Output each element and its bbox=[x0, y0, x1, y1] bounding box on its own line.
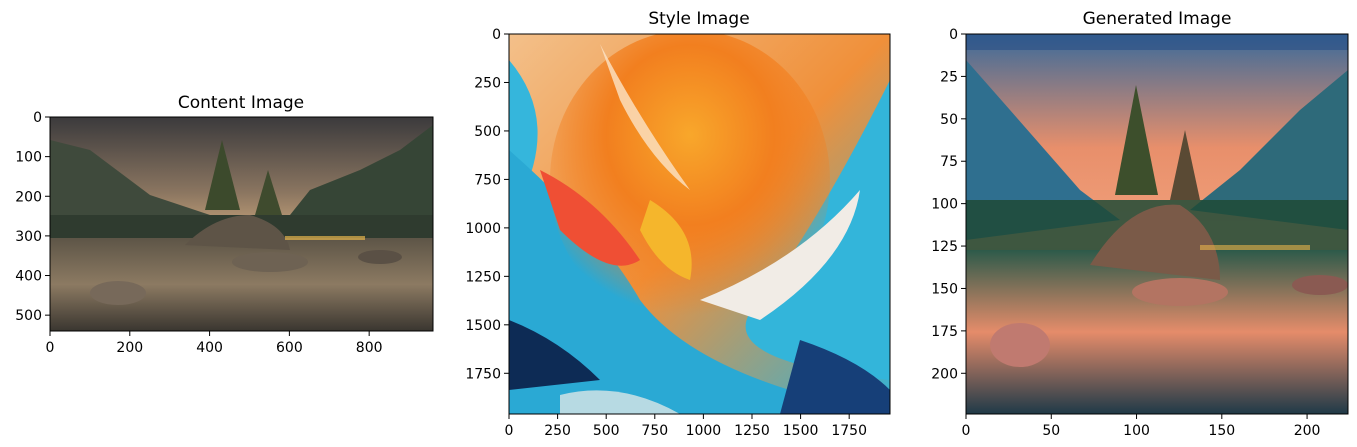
generated-image-y-tick-label: 0 bbox=[949, 27, 958, 43]
content-image-x-tick-label: 800 bbox=[356, 340, 383, 356]
generated-image-x-tick-label: 50 bbox=[1042, 423, 1060, 439]
content-image-y-tick-label: 100 bbox=[15, 150, 42, 166]
content-image-x-tick-label: 400 bbox=[196, 340, 223, 356]
generated-image-y-tick-label: 100 bbox=[931, 197, 958, 213]
generated-image-x-axis: 0 50 100 150 200 bbox=[962, 414, 1321, 439]
style-image bbox=[509, 34, 890, 414]
style-image-y-tick-label: 1000 bbox=[465, 221, 501, 237]
content-image-y-tick-label: 400 bbox=[15, 269, 42, 285]
style-image-y-tick-label: 250 bbox=[474, 75, 501, 91]
content-image-x-axis: 0 200 400 600 800 bbox=[46, 331, 383, 356]
content-image bbox=[50, 117, 433, 331]
generated-image-title: Generated Image bbox=[1083, 9, 1232, 29]
generated-image-y-tick-label: 25 bbox=[940, 69, 958, 85]
generated-image-axes: Generated Image 0 50 100 150 200 0 25 50 75 100 1… bbox=[931, 9, 1349, 439]
style-image-x-tick-label: 1000 bbox=[686, 423, 722, 439]
content-image-x-tick-label: 600 bbox=[276, 340, 303, 356]
content-image-y-tick-label: 0 bbox=[33, 110, 42, 126]
content-image-axes: Content Image 0 200 400 600 800 0 100 200 300 40… bbox=[15, 93, 434, 356]
style-image-x-axis: 0 250 500 750 1000 1250 1500 1750 bbox=[505, 414, 867, 439]
generated-image-y-tick-label: 125 bbox=[931, 239, 958, 255]
style-image-y-axis: 0 250 500 750 1000 1250 1500 1750 bbox=[465, 27, 509, 382]
generated-image-x-tick-label: 0 bbox=[962, 423, 971, 439]
style-image-y-tick-label: 1250 bbox=[465, 269, 501, 285]
content-image-title: Content Image bbox=[178, 93, 304, 113]
generated-image bbox=[966, 34, 1348, 414]
style-image-axes: Style Image 0 250 500 750 1000 1250 1500 1750 0… bbox=[465, 9, 891, 439]
generated-image-x-tick-label: 200 bbox=[1294, 423, 1321, 439]
style-image-title: Style Image bbox=[648, 9, 749, 29]
generated-image-y-tick-label: 175 bbox=[931, 324, 958, 340]
generated-image-y-tick-label: 150 bbox=[931, 281, 958, 297]
generated-image-x-tick-label: 100 bbox=[1123, 423, 1150, 439]
content-image-y-tick-label: 500 bbox=[15, 308, 42, 324]
content-image-x-tick-label: 0 bbox=[46, 340, 55, 356]
generated-image-y-tick-label: 200 bbox=[931, 366, 958, 382]
generated-image-y-tick-label: 75 bbox=[940, 154, 958, 170]
style-image-y-tick-label: 0 bbox=[492, 27, 501, 43]
style-image-x-tick-label: 500 bbox=[593, 423, 620, 439]
content-image-y-axis: 0 100 200 300 400 500 bbox=[15, 110, 50, 324]
style-image-x-tick-label: 1750 bbox=[831, 423, 867, 439]
content-image-x-tick-label: 200 bbox=[116, 340, 143, 356]
generated-image-x-tick-label: 150 bbox=[1208, 423, 1235, 439]
style-image-x-tick-label: 750 bbox=[641, 423, 668, 439]
style-image-y-tick-label: 1750 bbox=[465, 366, 501, 382]
style-image-x-tick-label: 250 bbox=[544, 423, 571, 439]
content-image-y-tick-label: 200 bbox=[15, 189, 42, 205]
generated-image-y-tick-label: 50 bbox=[940, 112, 958, 128]
style-image-x-tick-label: 0 bbox=[505, 423, 514, 439]
style-image-x-tick-label: 1500 bbox=[783, 423, 819, 439]
content-image-y-tick-label: 300 bbox=[15, 229, 42, 245]
generated-image-y-axis: 0 25 50 75 100 125 150 175 200 bbox=[931, 27, 966, 382]
style-image-x-tick-label: 1250 bbox=[734, 423, 770, 439]
style-image-y-tick-label: 1500 bbox=[465, 318, 501, 334]
style-image-y-tick-label: 750 bbox=[474, 172, 501, 188]
style-image-y-tick-label: 500 bbox=[474, 124, 501, 140]
